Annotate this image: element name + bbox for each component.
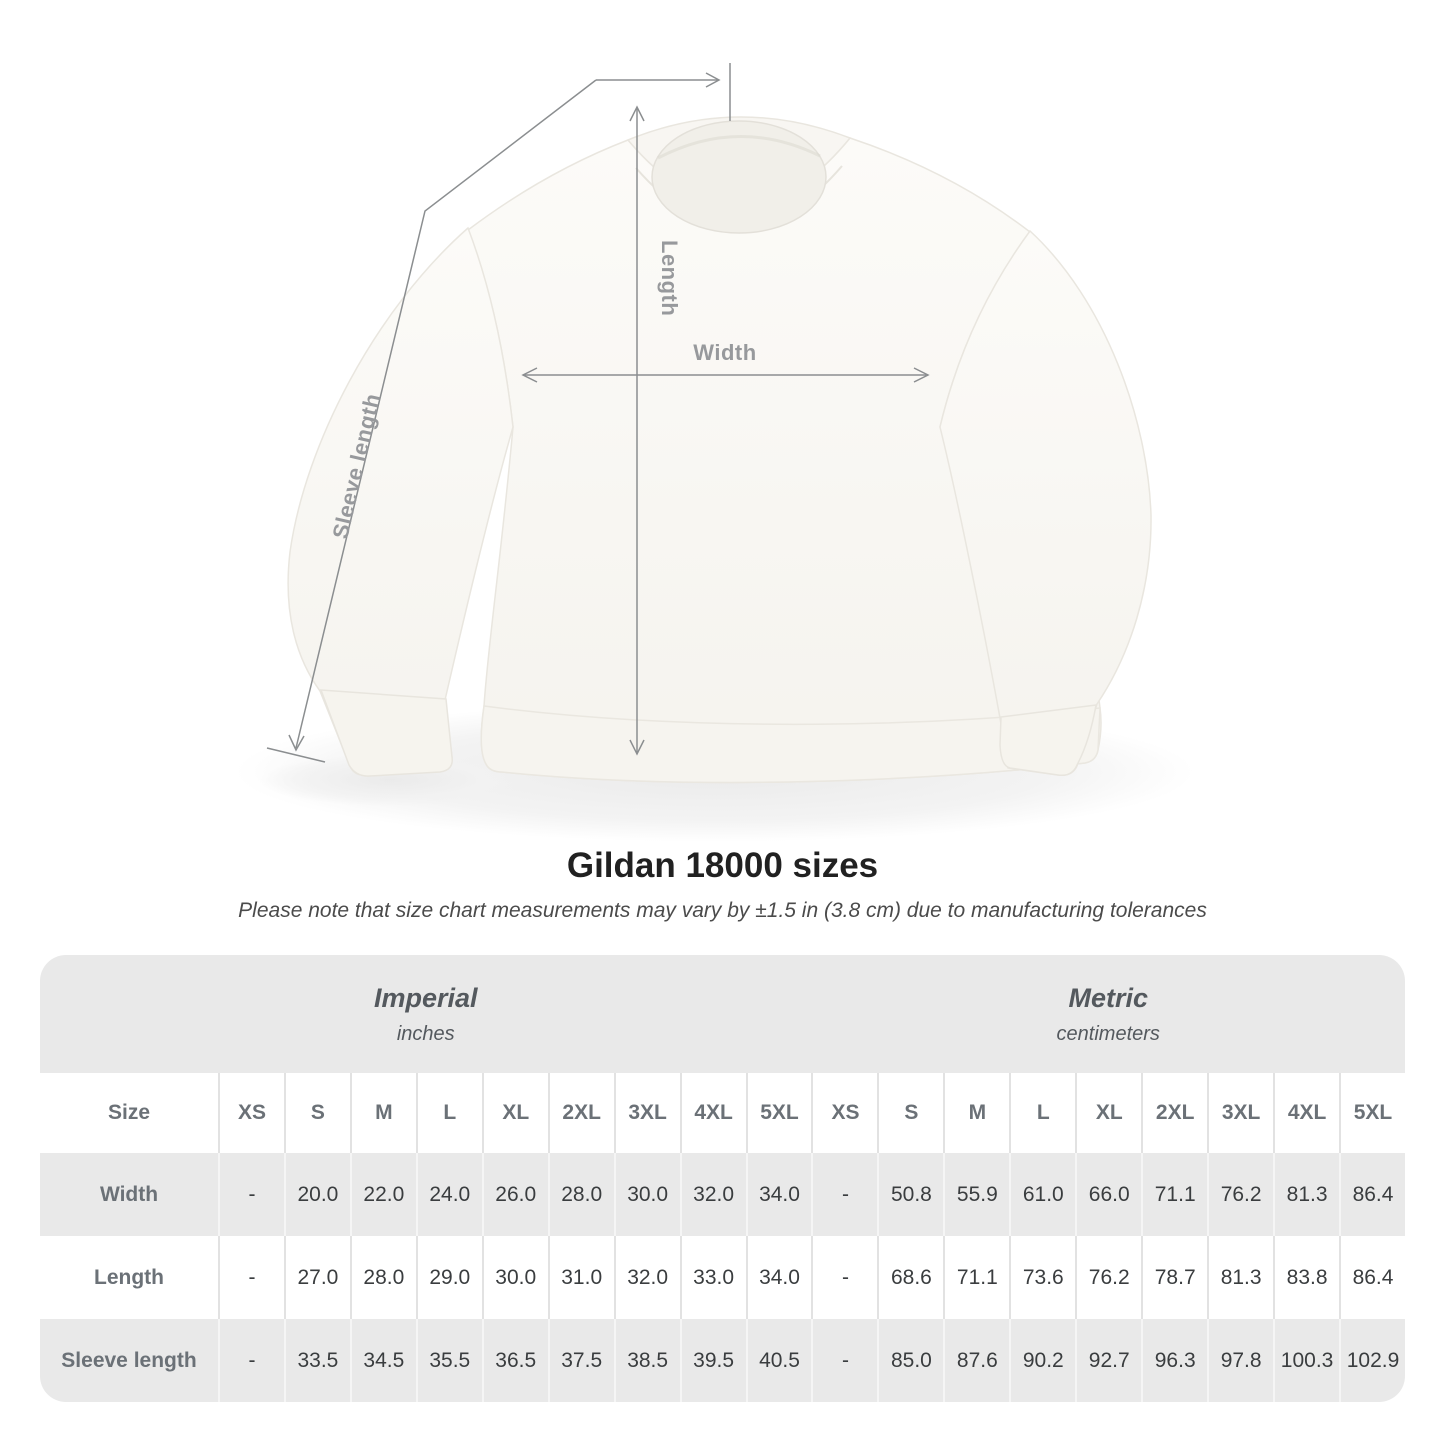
table-cell: 85.0 (877, 1319, 944, 1402)
size-header-imperial-l: L (415, 1073, 482, 1153)
table-cell: 33.0 (679, 1236, 746, 1319)
table-cell: 66.0 (1075, 1153, 1142, 1236)
table-cell: 28.0 (349, 1236, 416, 1319)
table-cell: 87.6 (943, 1319, 1010, 1402)
table-cell: 34.0 (745, 1153, 812, 1236)
size-header-imperial-3xl: 3XL (613, 1073, 680, 1153)
table-cell: 76.2 (1075, 1236, 1142, 1319)
table-cell: 81.3 (1273, 1153, 1340, 1236)
sweatshirt-right-cuff (999, 704, 1097, 777)
table-cell: 61.0 (1009, 1153, 1076, 1236)
row-label: Sleeve length (40, 1319, 218, 1402)
table-cell: 27.0 (283, 1236, 350, 1319)
length-measurement-line (629, 105, 645, 756)
size-header-metric-xl: XL (1075, 1073, 1142, 1153)
table-cell: 73.6 (1009, 1236, 1076, 1319)
table-cell: - (218, 1319, 284, 1402)
table-cell: 20.0 (283, 1153, 350, 1236)
table-cell: 50.8 (877, 1153, 944, 1236)
table-cell: 38.5 (613, 1319, 680, 1402)
size-header-imperial-2xl: 2XL (547, 1073, 614, 1153)
table-cell: 29.0 (415, 1236, 482, 1319)
table-cell: 90.2 (1009, 1319, 1076, 1402)
table-cell: - (218, 1236, 284, 1319)
size-header-imperial-xs: XS (218, 1073, 284, 1153)
width-measurement-line (521, 367, 930, 383)
table-cell: 86.4 (1339, 1236, 1405, 1319)
unit-group-imperial-name: Imperial (373, 982, 478, 1013)
table-cell: - (811, 1236, 878, 1319)
table-cell: 32.0 (679, 1153, 746, 1236)
table-cell: 35.5 (415, 1319, 482, 1402)
table-cell: 92.7 (1075, 1319, 1142, 1402)
sweatshirt-left-cuff (319, 689, 453, 777)
table-cell: - (811, 1153, 878, 1236)
width-label: Width (693, 340, 756, 365)
size-header-imperial-5xl: 5XL (745, 1073, 812, 1153)
table-cell: 36.5 (481, 1319, 548, 1402)
neck-inner-shadow (657, 135, 821, 160)
table-cell: 86.4 (1339, 1153, 1405, 1236)
row-label: Width (40, 1153, 218, 1236)
table-cell: 68.6 (877, 1236, 944, 1319)
table-cell: 39.5 (679, 1319, 746, 1402)
table-cell: 102.9 (1339, 1319, 1405, 1402)
sleeve-length-measurement-line (266, 63, 731, 763)
size-header-imperial-m: M (349, 1073, 416, 1153)
size-header-metric-4xl: 4XL (1273, 1073, 1340, 1153)
cuff-shadow (260, 754, 520, 806)
size-header-metric-2xl: 2XL (1141, 1073, 1208, 1153)
sweatshirt-measurement-figure: Length Width Sleeve length (235, 63, 1195, 842)
table-cell: 34.0 (745, 1236, 812, 1319)
table-cell: 30.0 (481, 1236, 548, 1319)
table-cell: 100.3 (1273, 1319, 1340, 1402)
table-cell: 34.5 (349, 1319, 416, 1402)
unit-group-metric-unit: centimeters (1056, 1022, 1160, 1045)
size-header-metric-m: M (943, 1073, 1010, 1153)
table-cell: 76.2 (1207, 1153, 1274, 1236)
size-header-imperial-4xl: 4XL (679, 1073, 746, 1153)
table-cell: 96.3 (1141, 1319, 1208, 1402)
table-cell: - (218, 1153, 284, 1236)
table-cell: 71.1 (1141, 1153, 1208, 1236)
table-cell: 78.7 (1141, 1236, 1208, 1319)
table-cell: - (811, 1319, 878, 1402)
table-cell: 55.9 (943, 1153, 1010, 1236)
table-cell: 40.5 (745, 1319, 812, 1402)
table-cell: 37.5 (547, 1319, 614, 1402)
table-cell: 24.0 (415, 1153, 482, 1236)
length-label: Length (657, 240, 682, 316)
table-cell: 26.0 (481, 1153, 548, 1236)
sweatshirt-neck-opening (651, 120, 827, 234)
row-label: Length (40, 1236, 218, 1319)
size-column-header: Size (40, 1073, 218, 1153)
tolerance-note: Please note that size chart measurements… (238, 899, 1207, 922)
table-cell: 81.3 (1207, 1236, 1274, 1319)
unit-group-metric-name: Metric (1068, 982, 1148, 1013)
size-header-imperial-s: S (283, 1073, 350, 1153)
table-cell: 30.0 (613, 1153, 680, 1236)
unit-group-imperial-unit: inches (396, 1022, 455, 1045)
unit-group-imperial: Imperial inches (40, 955, 812, 1073)
unit-group-metric: Metric centimeters (811, 955, 1405, 1073)
page-title: Gildan 18000 sizes (566, 846, 879, 885)
table-cell: 33.5 (283, 1319, 350, 1402)
table-cell: 28.0 (547, 1153, 614, 1236)
table-cell: 32.0 (613, 1236, 680, 1319)
table-cell: 83.8 (1273, 1236, 1340, 1319)
table-cell: 22.0 (349, 1153, 416, 1236)
size-table: Imperial inches Metric centimeters Size X… (40, 955, 1405, 1402)
table-cell: 71.1 (943, 1236, 1010, 1319)
size-header-imperial-xl: XL (481, 1073, 548, 1153)
size-table-grid: Imperial inches Metric centimeters Size X… (40, 955, 1405, 1402)
size-header-metric-xs: XS (811, 1073, 878, 1153)
table-cell: 97.8 (1207, 1319, 1274, 1402)
size-header-metric-3xl: 3XL (1207, 1073, 1274, 1153)
size-header-metric-s: S (877, 1073, 944, 1153)
size-header-metric-l: L (1009, 1073, 1076, 1153)
table-cell: 31.0 (547, 1236, 614, 1319)
size-header-metric-5xl: 5XL (1339, 1073, 1405, 1153)
